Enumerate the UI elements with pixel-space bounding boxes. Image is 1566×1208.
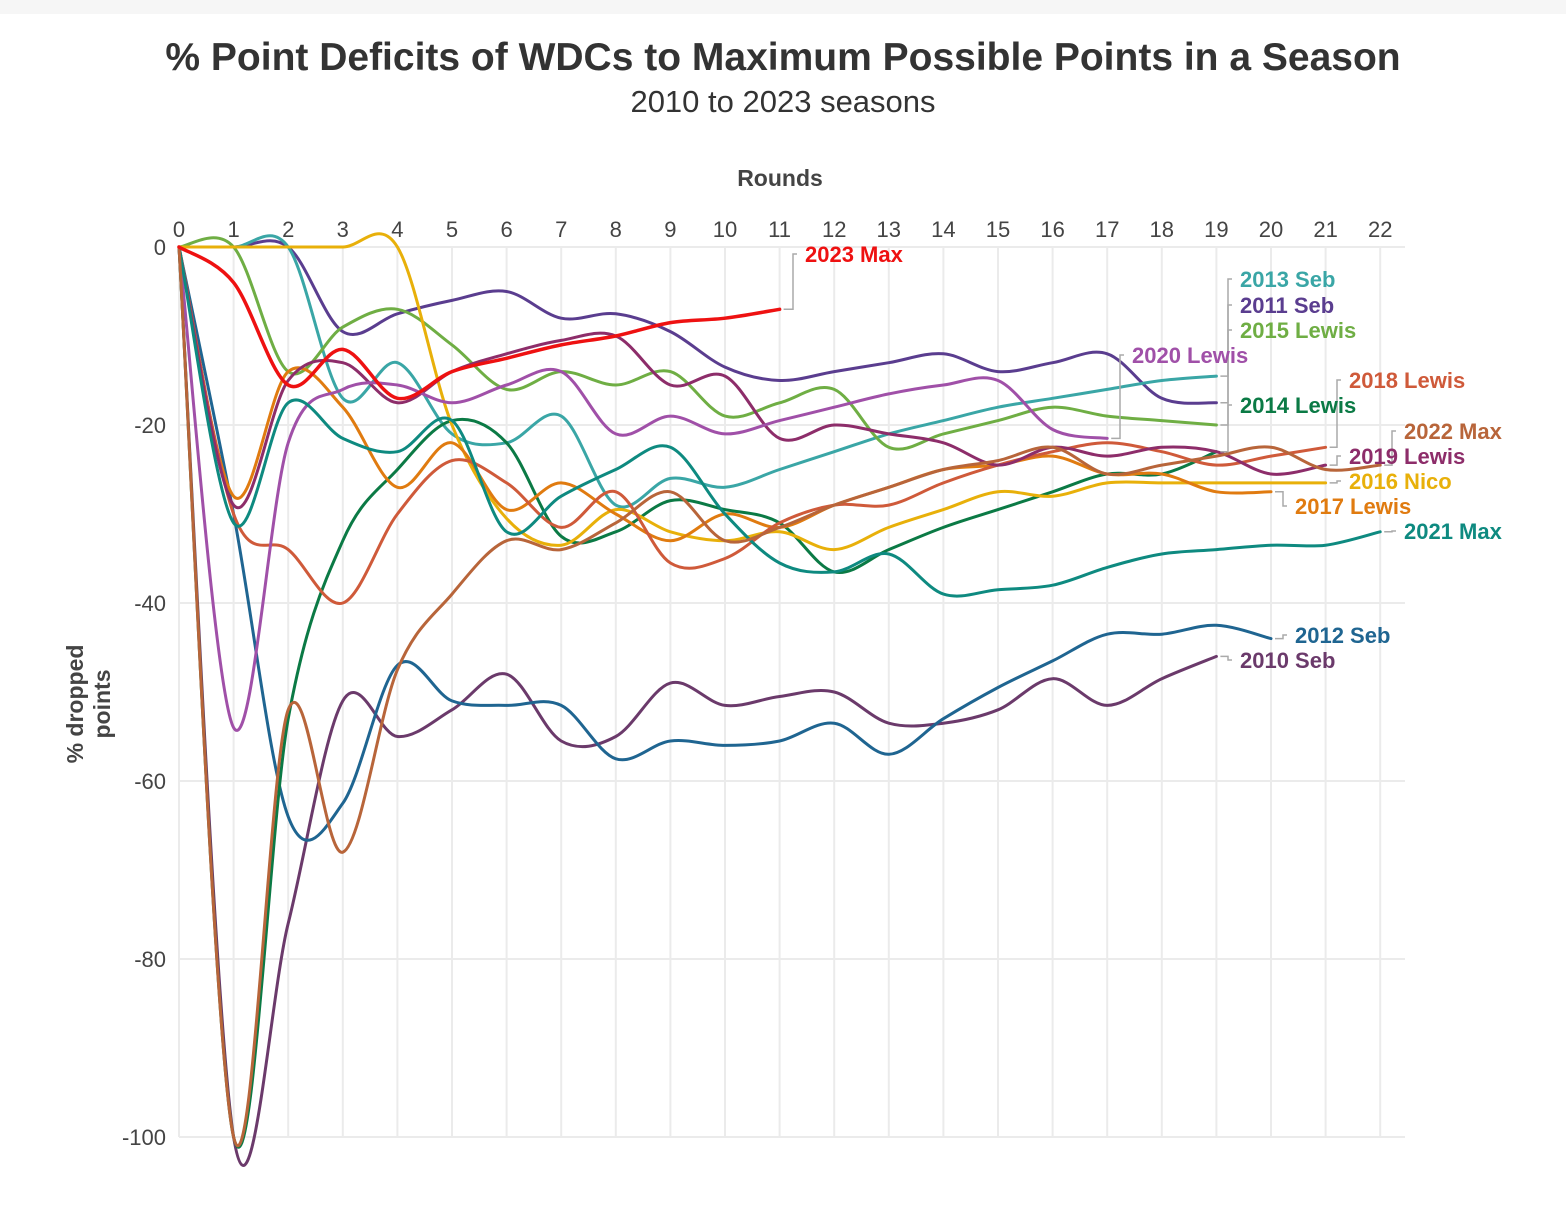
label-connector-2012-seb (1275, 634, 1287, 640)
series-label-2013-seb: 2013 Seb (1240, 267, 1335, 292)
x-tick-label: 5 (446, 217, 458, 242)
label-connector-2021-max (1384, 530, 1396, 533)
series-line-2020-lewis (177, 245, 1109, 732)
x-tick-label: 9 (664, 217, 676, 242)
y-tick-label: -60 (134, 769, 166, 794)
series-line-2018-lewis (177, 245, 1328, 605)
x-tick-label: 15 (986, 217, 1010, 242)
x-axis-title: Rounds (737, 165, 823, 191)
series-label-2017-lewis: 2017 Lewis (1295, 494, 1411, 519)
y-tick-label: -40 (134, 591, 166, 616)
label-connector-2020-lewis (1111, 354, 1124, 440)
x-tick-label: 8 (610, 217, 622, 242)
series-label-2023-max: 2023 Max (805, 242, 904, 267)
label-connector-2015-lewis (1220, 329, 1232, 426)
series-line-2011-seb (177, 239, 1218, 405)
x-axis-ticks: 0 1 2 3 4 5 6 7 8 9 10 11 12 13 14 15 16 17 18 19 20 21 22 (173, 217, 1393, 242)
x-tick-label: 4 (391, 217, 403, 242)
y-tick-label: -80 (134, 947, 166, 972)
series-label-2011-seb: 2011 Seb (1240, 293, 1334, 318)
chart-title: % Point Deficits of WDCs to Maximum Poss… (165, 36, 1401, 79)
series-line-2017-lewis (177, 245, 1273, 543)
series-label-2014-lewis: 2014 Lewis (1240, 393, 1356, 418)
series-label-2022-max: 2022 Max (1404, 419, 1503, 444)
label-connector-2019-lewis (1329, 455, 1341, 466)
series-label-2016-nico: 2016 Nico (1349, 469, 1452, 494)
label-connector-2022-max (1384, 430, 1396, 466)
series-line-2021-max (177, 245, 1382, 598)
y-tick-label: -20 (134, 413, 166, 438)
series-label-2020-lewis: 2020 Lewis (1132, 343, 1248, 368)
x-tick-label: 19 (1204, 217, 1228, 242)
x-tick-label: 2 (282, 217, 294, 242)
x-tick-label: 13 (877, 217, 901, 242)
series-line-2012-seb (177, 245, 1273, 842)
series-label-2010-seb: 2010 Seb (1240, 648, 1335, 673)
series-label-2012-seb: 2012 Seb (1295, 623, 1390, 648)
label-connector-2010-seb (1220, 655, 1232, 661)
series-label-2018-lewis: 2018 Lewis (1349, 368, 1465, 393)
series-line-2014-lewis (177, 245, 1218, 1149)
label-connector-2018-lewis (1329, 379, 1341, 449)
x-tick-label: 12 (822, 217, 846, 242)
x-tick-label: 18 (1150, 217, 1174, 242)
label-connector-2023-max (783, 253, 797, 311)
series-line-2010-seb (177, 245, 1218, 1167)
x-tick-label: 10 (713, 217, 737, 242)
top-bar (0, 0, 1566, 14)
x-tick-label: 17 (1095, 217, 1119, 242)
series-label-2019-lewis: 2019 Lewis (1349, 444, 1465, 469)
series-line-2022-max (177, 245, 1382, 1148)
x-tick-label: 0 (173, 217, 185, 242)
series-line-2019-lewis (177, 245, 1328, 510)
series-label-2021-max: 2021 Max (1404, 519, 1503, 544)
x-tick-label: 6 (500, 217, 512, 242)
x-tick-label: 3 (337, 217, 349, 242)
series-line-2013-seb (177, 234, 1218, 509)
grid-lines (178, 246, 1405, 1138)
x-tick-label: 16 (1040, 217, 1064, 242)
y-tick-label: -100 (122, 1125, 166, 1150)
label-connector-2014-lewis (1220, 404, 1232, 453)
series-label-2015-lewis: 2015 Lewis (1240, 318, 1356, 343)
x-tick-label: 14 (931, 217, 955, 242)
label-connector-2016-nico (1329, 480, 1341, 484)
series-lines (177, 232, 1382, 1167)
series-line-2015-lewis (177, 236, 1218, 451)
x-tick-label: 11 (768, 217, 791, 242)
y-tick-label: 0 (154, 235, 166, 260)
y-axis-ticks: 0 -20 -40 -60 -80 -100 (122, 235, 166, 1150)
x-tick-label: 20 (1259, 217, 1283, 242)
series-line-2023-max (177, 245, 782, 401)
label-connector-2017-lewis (1275, 491, 1287, 507)
x-tick-label: 7 (555, 217, 567, 242)
chart-subtitle: 2010 to 2023 seasons (630, 84, 936, 119)
x-tick-label: 22 (1368, 217, 1392, 242)
x-tick-label: 21 (1313, 217, 1337, 242)
x-tick-label: 1 (227, 217, 239, 242)
